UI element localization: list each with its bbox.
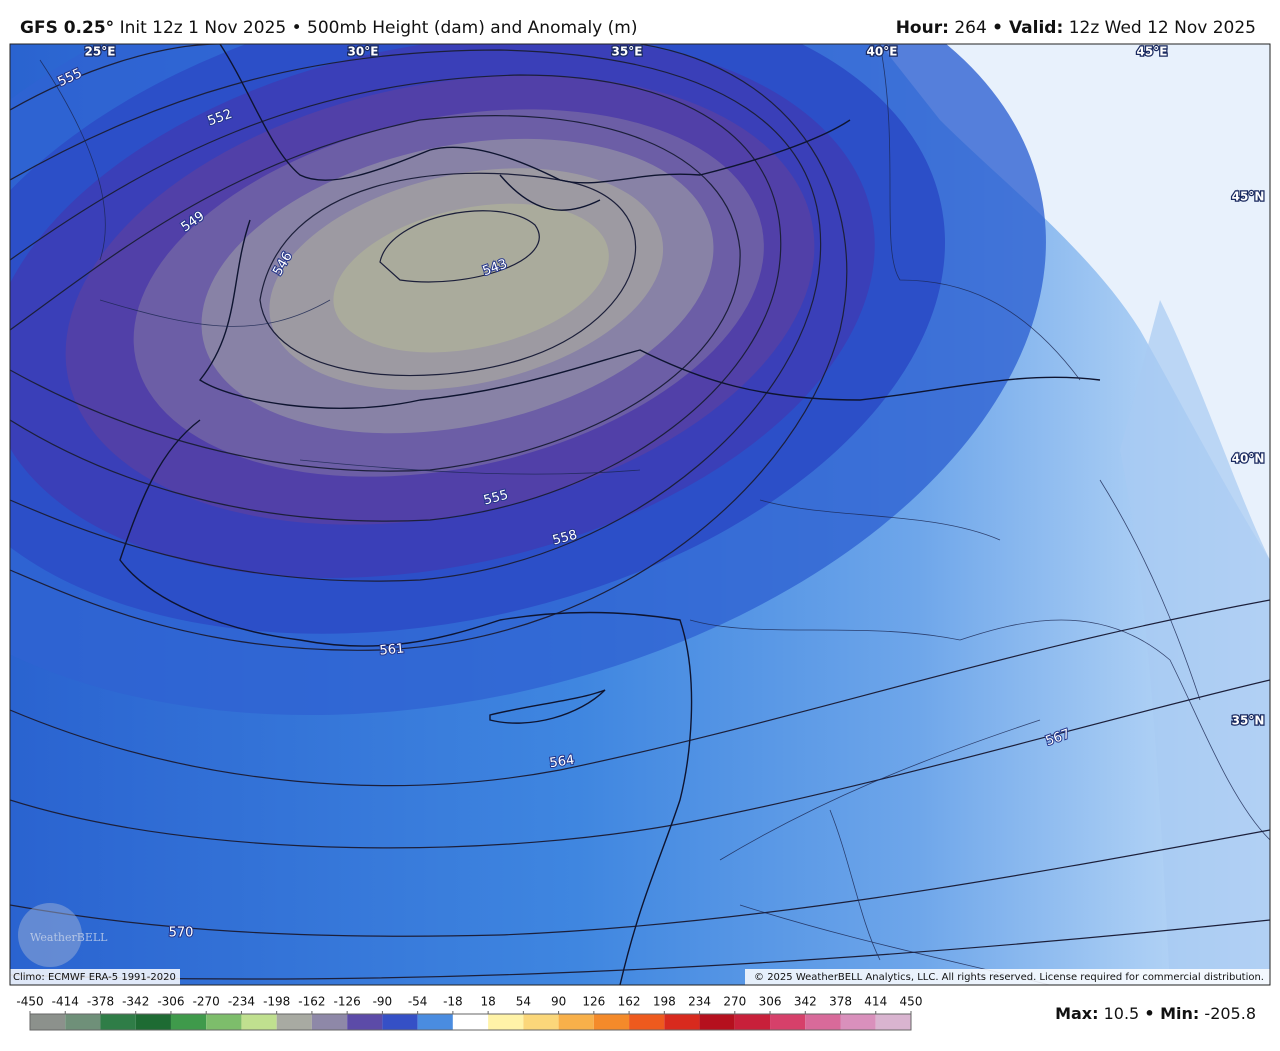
colorbar-tick-label: -378 [87,995,114,1009]
latitude-label: 40°N [1232,452,1265,466]
colorbar: -450 -414 -378 -342 -306 -270 -234 -198 -162 -126… [16,995,923,1030]
colorbar-tick-label: 198 [653,995,676,1009]
colorbar-swatch [558,1014,594,1030]
colorbar-swatch [875,1014,911,1030]
pale-region [880,44,1270,560]
colorbar-tick-label: -90 [373,995,393,1009]
anomaly-field [10,44,1046,716]
colorbar-swatch [523,1014,559,1030]
max-min: Max: 10.5 • Min: -205.8 [1055,1004,1256,1023]
colorbar-tick-label: 126 [582,995,605,1009]
colorbar-tick-label: 54 [516,995,531,1009]
colorbar-swatch [593,1014,630,1030]
logo: WeatherBELL [30,931,108,944]
longitude-label: 45°E [1137,45,1168,59]
colorbar-tick-label: 270 [723,995,746,1009]
contour-label: 561 [379,641,405,658]
colorbar-tick-label: -450 [16,995,43,1009]
colorbar-swatch [276,1014,312,1030]
header-right: Hour: 264 • Valid: 12z Wed 12 Nov 2025 [896,18,1256,38]
colorbar-swatch [452,1014,489,1030]
contour-label: 564 [549,753,576,771]
colorbar-tick-label: -342 [122,995,149,1009]
model: GFS 0.25° [20,18,114,38]
colorbar-swatch [840,1014,876,1030]
colorbar-swatch [488,1014,524,1030]
contour-label: 555 [482,488,510,509]
colorbar-swatch [206,1014,242,1030]
colorbar-swatch [135,1014,171,1030]
header-left: GFS 0.25° Init 12z 1 Nov 2025 • 500mb He… [20,18,637,38]
latitude-label: 35°N [1232,714,1265,728]
colorbar-swatch [629,1014,665,1030]
colorbar-tick-label: -126 [334,995,361,1009]
colorbar-swatch [417,1014,453,1030]
hour-label: Hour: [896,18,949,38]
valid-label: • Valid: [992,18,1063,38]
colorbar-tick-label: -234 [228,995,255,1009]
copyright: © 2025 WeatherBELL Analytics, LLC. All r… [754,972,1264,983]
map: WeatherBELL 25°E 30°E 35°E 40°E 45°E 45°… [10,44,1270,985]
colorbar-swatch [734,1014,771,1030]
colorbar-swatch [311,1014,348,1030]
colorbar-tick-label: 162 [618,995,641,1009]
colorbar-swatch [30,1014,66,1030]
colorbar-tick-label: -162 [298,995,325,1009]
colorbar-tick-label: 450 [900,995,923,1009]
colorbar-tick-label: 234 [688,995,711,1009]
colorbar-tick-label: -270 [193,995,220,1009]
colorbar-swatch [100,1014,136,1030]
colorbar-swatch [805,1014,841,1030]
hour: 264 [954,18,986,38]
colorbar-frame [29,1013,912,1031]
colorbar-tick-label: -18 [443,995,463,1009]
longitude-label: 35°E [612,45,643,59]
init: Init 12z 1 Nov 2025 • 500mb Height (dam)… [120,18,638,38]
contour-label: 570 [169,926,194,941]
colorbar-tick-label: 18 [480,995,495,1009]
colorbar-tick-label: -414 [52,995,79,1009]
map-frame [9,43,1271,986]
colorbar-tick-label: -54 [408,995,428,1009]
latitude-label: 45°N [1232,190,1265,204]
colorbar-tick-label: 342 [794,995,817,1009]
max-label: Max: [1055,1004,1098,1023]
colorbar-swatch [241,1014,277,1030]
min: -205.8 [1204,1004,1256,1023]
light-region [1120,300,1270,985]
longitude-label: 40°E [867,45,898,59]
colorbar-tick-label: -306 [157,995,184,1009]
colorbar-swatch [170,1014,207,1030]
logo-mark [18,903,82,967]
valid: 12z Wed 12 Nov 2025 [1069,18,1256,38]
min-label: • Min: [1144,1004,1199,1023]
climo: Climo: ECMWF ERA-5 1991-2020 [13,972,176,983]
colorbar-tick-label: 90 [551,995,566,1009]
longitude-label: 25°E [85,45,116,59]
colorbar-swatch [347,1014,383,1030]
colorbar-tick-label: -198 [263,995,290,1009]
colorbar-tick-label: 306 [759,995,782,1009]
colorbar-tick-label: 378 [829,995,852,1009]
copyright-box [745,969,1270,985]
longitude-label: 30°E [348,45,379,59]
colorbar-swatch [664,1014,700,1030]
colorbar-swatch [699,1014,735,1030]
colorbar-tick-label: 414 [864,995,887,1009]
climo-box [10,969,180,985]
max: 10.5 [1104,1004,1140,1023]
colorbar-swatch [382,1014,418,1030]
contour-label: 558 [551,528,579,549]
colorbar-swatch [65,1014,101,1030]
colorbar-swatch [770,1014,806,1030]
